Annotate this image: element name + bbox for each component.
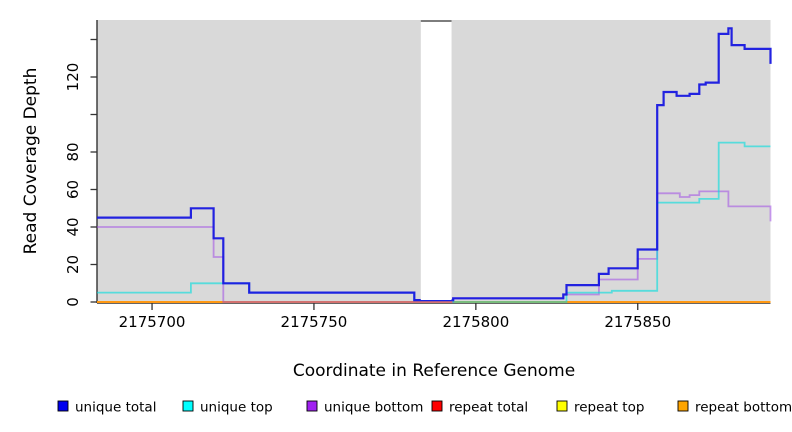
series-unique-total-line [97,27,772,302]
legend-swatch-repeat-top [556,400,568,412]
legend-label-repeat-top: repeat top [574,400,644,416]
legend-label-unique-bottom: unique bottom [324,400,423,416]
x-tick-label: 2175750 [281,313,348,331]
legend-swatch-repeat-total [431,400,443,412]
legend-label-unique-top: unique top [200,400,273,416]
x-tick-label: 2175700 [119,313,186,331]
legend-label-repeat-total: repeat total [449,400,528,416]
x-axis-title: Coordinate in Reference Genome [293,361,575,381]
legend-label-unique-total: unique total [75,400,156,416]
y-tick-label: 60 [64,180,82,199]
y-tick-label: 40 [64,217,82,236]
y-tick-label: 80 [64,142,82,161]
legend-swatch-unique-top [182,400,194,412]
generated-chart: 2175700 2175750 2175800 2175850 0 20 40 60 80 120… [57,20,792,416]
legend-label-repeat-bottom: repeat bottom [695,400,792,416]
y-tick-label: 120 [64,63,82,92]
legend-swatch-repeat-bottom [677,400,689,412]
y-tick-label: 0 [64,297,82,307]
legend-swatch-unique-bottom [306,400,318,412]
gap-mask [420,20,452,300]
y-axis-title: Read Coverage Depth [21,68,41,255]
x-tick-label: 2175850 [604,313,671,331]
legend-swatch-unique-total [57,400,69,412]
y-tick-label: 20 [64,255,82,274]
x-tick-label: 2175800 [442,313,509,331]
